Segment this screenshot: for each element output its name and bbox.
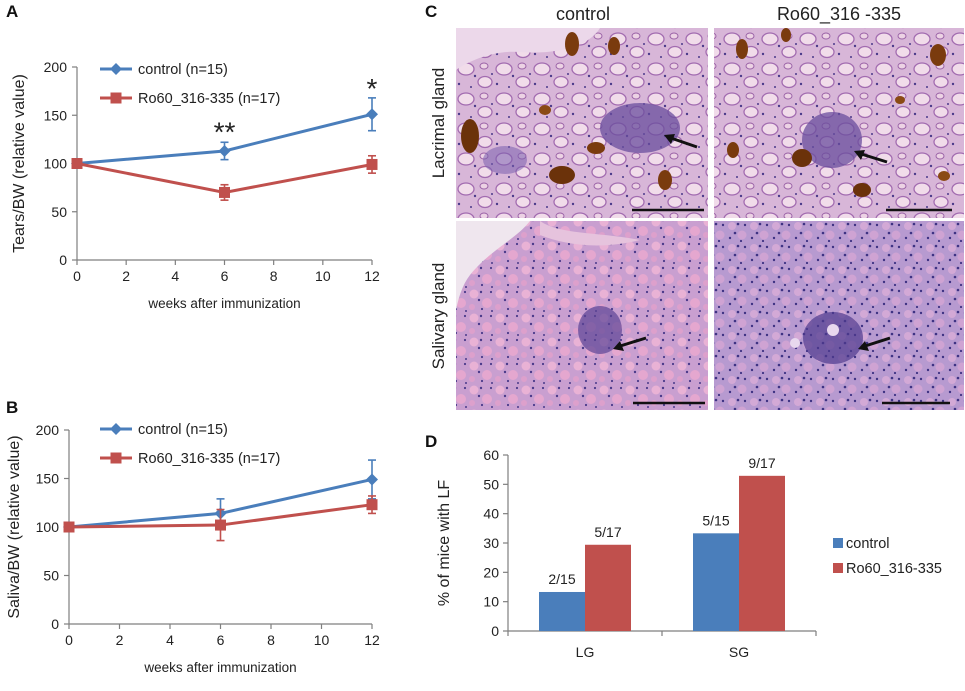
histology-column-ro60: Ro60_316 -335 [777,4,901,25]
chart-a-ytick-label: 0 [59,252,67,268]
chart-d-ytick-label: 60 [483,447,499,463]
chart-b-xtick-label: 4 [166,632,174,648]
chart-a-ytick-label: 150 [44,107,68,123]
chart-a-legend-marker [110,92,122,104]
panel-letter-c: C [425,2,437,21]
chart-b-xtick-label: 0 [65,632,73,648]
chart-d-bar-label: 5/15 [702,512,729,528]
chart-d-category-label: LG [576,644,595,660]
chart-b-y-axis-title: Saliva/BW (relative value) [6,435,23,618]
panel-letter-b: B [6,398,18,417]
chart-b-ytick-label: 0 [51,616,59,632]
chart-a-legend-label: Ro60_316-335 (n=17) [138,91,280,107]
chart-d-ytick-label: 30 [483,535,499,551]
chart-a-xtick-label: 4 [171,268,179,284]
chart-a-legend-label: control (n=15) [138,62,228,78]
chart-b-x-axis-title: weeks after immunization [143,660,296,675]
chart-b-ytick-label: 150 [36,471,60,487]
chart-b-xtick-label: 8 [267,632,275,648]
chart-b-point-ro60 [63,521,75,533]
chart-b-point-control [366,473,378,486]
chart-d-legend-label: control [846,536,890,552]
chart-a-x-axis-title: weeks after immunization [147,296,300,311]
histology-column-control: control [556,4,610,24]
chart-b-xtick-label: 2 [116,632,124,648]
chart-a-xtick-label: 6 [221,268,229,284]
chart-d-bar-label: 9/17 [748,455,775,471]
chart-a-significance-marker: ** [214,117,236,148]
chart-a-xtick-label: 10 [315,268,331,284]
histology-image-lacrimal-ro60 [714,28,964,218]
chart-a-point-control [218,144,231,157]
chart-d-lymphocytic-foci: 0 10 20 30 40 50 60 % of mice with LF LG 2/15 5/17… [436,447,942,660]
chart-d-ytick-label: 0 [491,623,499,639]
chart-a-point-ro60 [219,186,230,198]
chart-d-bar-ro60 [585,544,631,631]
chart-a-xtick-label: 0 [73,268,81,284]
chart-a-tears: 0 50 100 150 200 0 2 4 6 8 10 12 weeks after immuniz… [11,59,380,311]
chart-a-xtick-label: 12 [364,268,380,284]
histology-image-salivary-ro60 [714,221,964,410]
chart-a-legend-marker [110,63,122,75]
chart-a-y-axis-title: Tears/BW (relative value) [11,74,28,253]
chart-d-bar-control [693,533,739,631]
chart-b-xtick-label: 12 [364,632,380,648]
panel-letter-d: D [425,432,437,451]
chart-d-legend-swatch [833,563,843,573]
chart-d-y-axis-title: % of mice with LF [436,480,453,606]
chart-d-category-label: SG [729,644,749,660]
chart-b-xtick-label: 10 [314,632,330,648]
chart-a-ytick-label: 100 [44,156,68,172]
chart-b-point-ro60 [366,499,378,511]
chart-b-ytick-label: 200 [36,422,60,438]
histology-row-salivary: Salivary gland [429,263,448,370]
chart-d-bar-label: 5/17 [594,524,621,540]
histology-image-salivary-control [456,221,708,410]
chart-b-legend-marker [110,452,122,464]
chart-a-significance-marker: * [367,73,378,104]
panel-letter-a: A [6,2,18,21]
chart-a-point-ro60 [366,158,378,170]
histology-row-lacrimal: Lacrimal gland [429,68,448,179]
chart-b-ytick-label: 50 [43,568,59,584]
chart-d-bar-label: 2/15 [548,571,575,587]
chart-b-point-ro60 [215,519,226,531]
histology-panel: control Ro60_316 -335 Lacrimal gland Sal… [429,4,964,410]
chart-d-bar-control [539,591,585,631]
chart-a-point-ro60 [71,158,83,169]
chart-b-legend-marker [110,423,122,435]
chart-b-ytick-label: 100 [36,519,60,535]
chart-a-xtick-label: 8 [270,268,278,284]
chart-d-ytick-label: 20 [483,564,499,580]
chart-a-xtick-label: 2 [122,268,130,284]
chart-b-saliva: 0 50 100 150 200 0 2 4 6 8 10 12 weeks after immuniz… [6,422,380,675]
chart-d-ytick-label: 40 [483,506,499,522]
chart-b-legend-label: control (n=15) [138,422,228,438]
histology-image-lacrimal-control [456,28,708,218]
chart-d-legend-swatch [833,538,843,548]
chart-a-point-control [366,108,378,121]
chart-d-bar-ro60 [739,475,785,631]
chart-d-ytick-label: 10 [483,594,499,610]
chart-d-legend-label: Ro60_316-335 [846,561,942,577]
chart-a-ytick-label: 200 [44,59,68,75]
chart-b-xtick-label: 6 [217,632,225,648]
chart-b-legend-label: Ro60_316-335 (n=17) [138,451,280,467]
chart-d-ytick-label: 50 [483,476,499,492]
chart-a-ytick-label: 50 [51,204,67,220]
